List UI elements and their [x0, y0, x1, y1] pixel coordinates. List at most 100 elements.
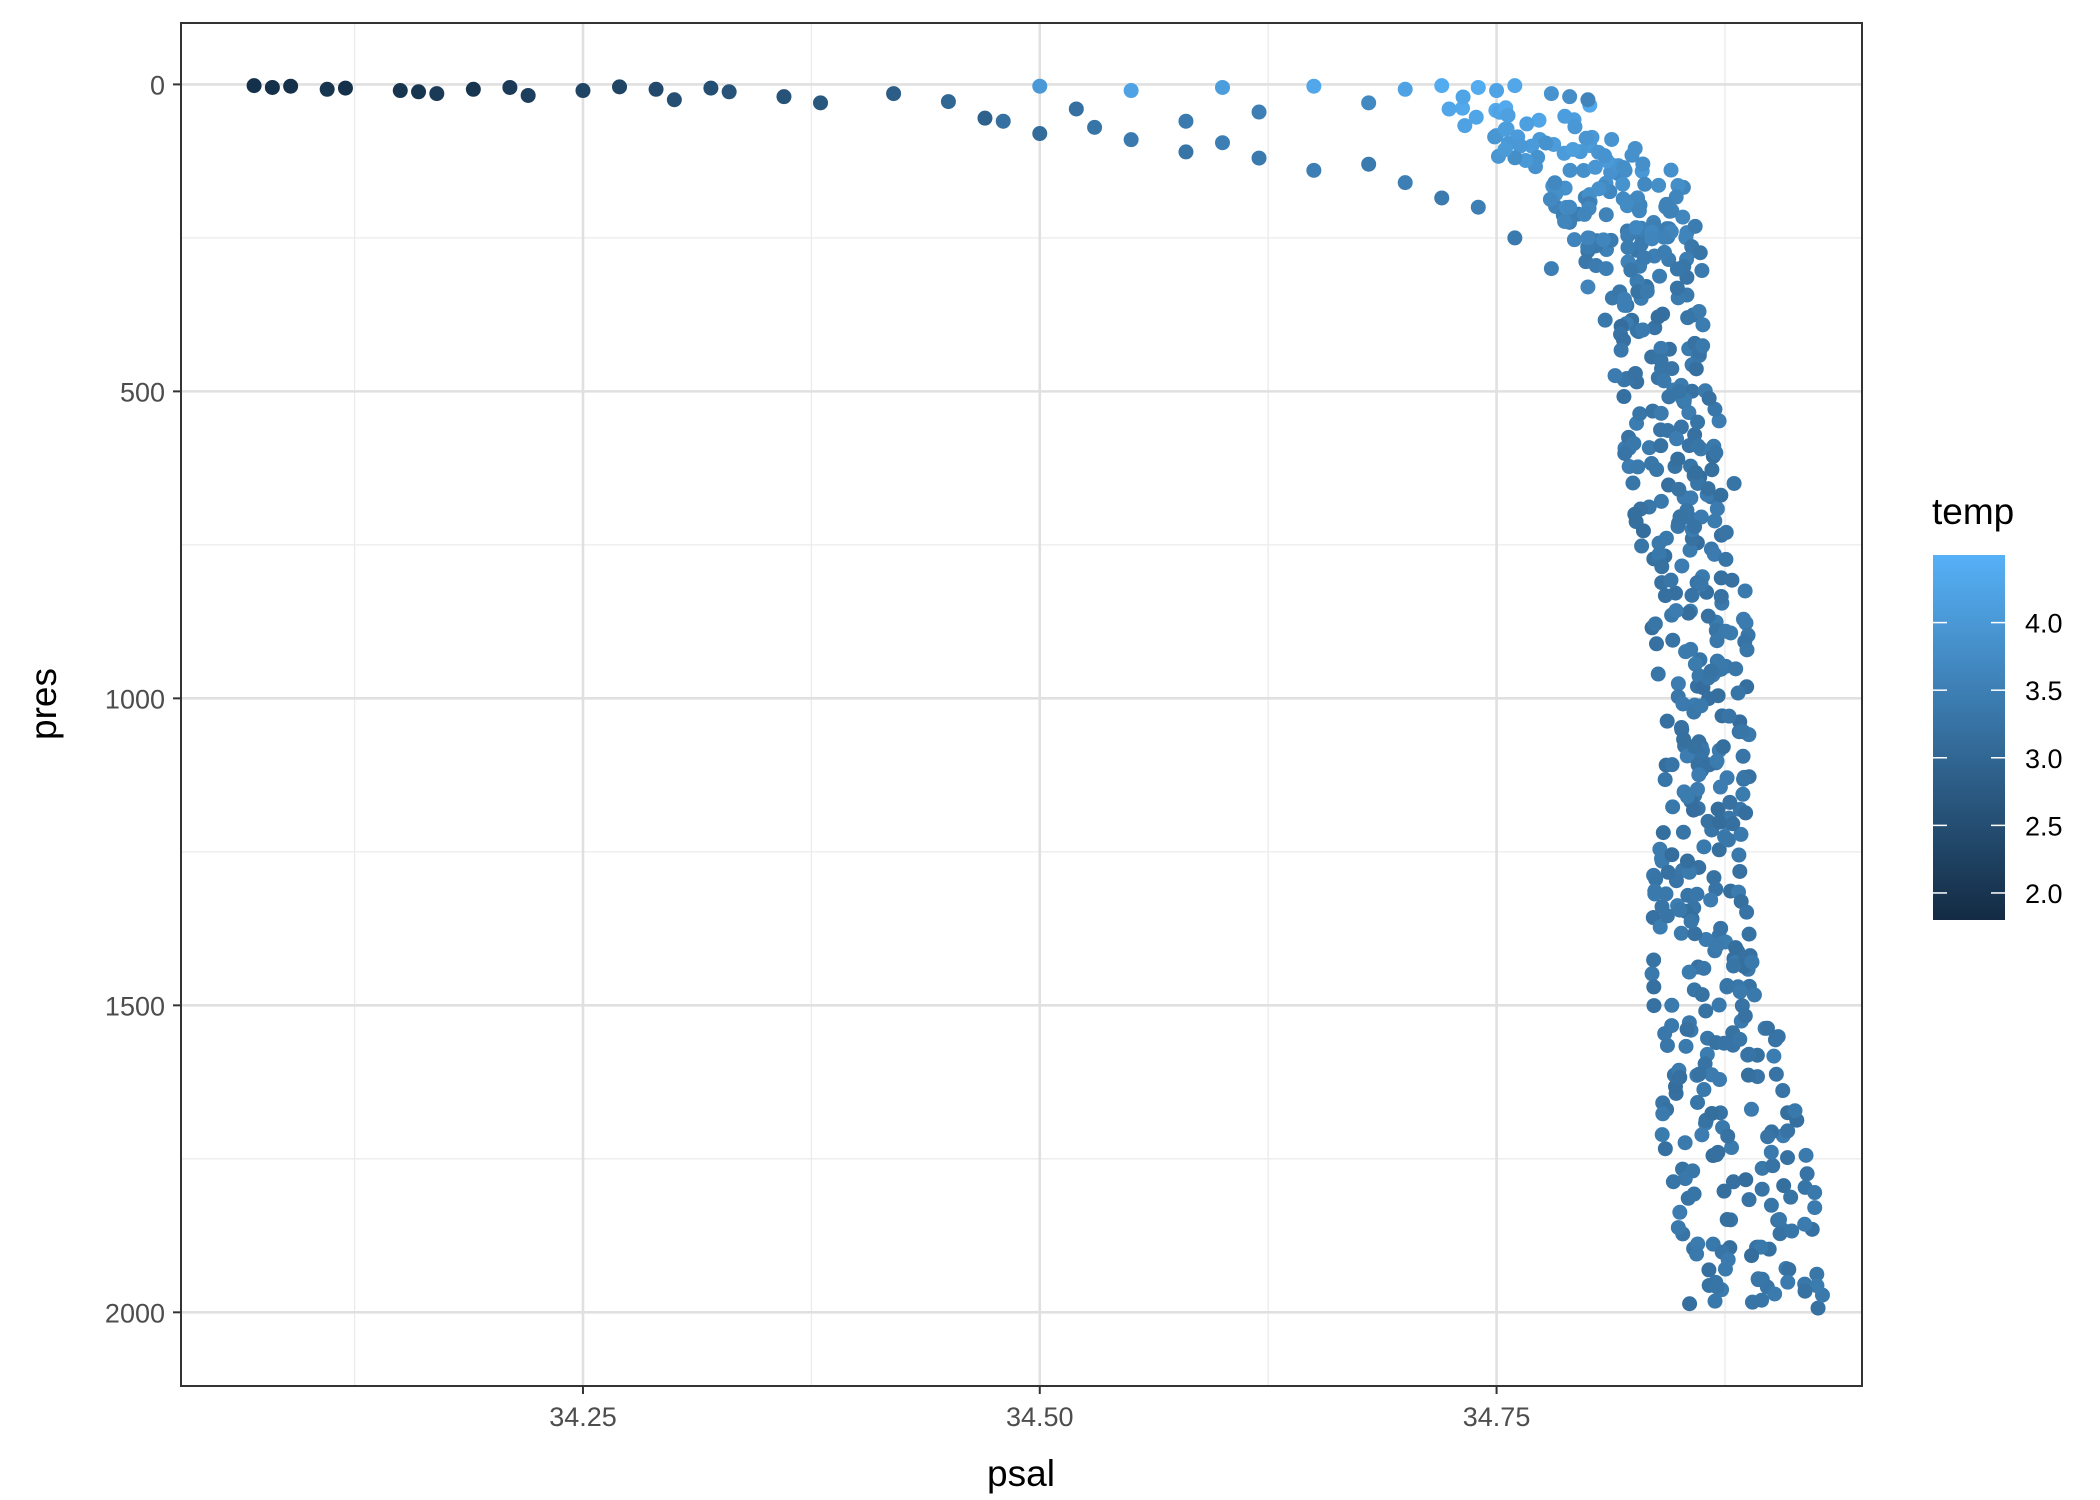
data-point [1735, 611, 1751, 627]
data-point [1576, 206, 1592, 222]
data-point [1768, 1066, 1784, 1082]
data-point [1306, 162, 1322, 178]
data-point [1519, 116, 1535, 132]
data-point [1669, 280, 1685, 296]
data-point [1487, 129, 1503, 145]
data-point [392, 83, 408, 99]
data-point [1087, 119, 1103, 135]
data-point [1626, 435, 1642, 451]
data-point [1580, 230, 1596, 246]
data-point [1651, 177, 1667, 193]
data-point [1630, 459, 1646, 475]
data-point [1741, 926, 1757, 942]
data-point [1644, 966, 1660, 982]
data-point [1725, 958, 1741, 974]
data-point [1709, 937, 1725, 953]
data-point [1653, 340, 1669, 356]
data-point [1598, 207, 1614, 223]
data-point [1707, 1293, 1723, 1309]
data-point [813, 95, 829, 111]
data-point [1032, 126, 1048, 142]
data-point [264, 79, 280, 95]
data-point [1677, 1171, 1693, 1187]
data-point [1657, 1141, 1673, 1157]
data-point [1680, 605, 1696, 621]
data-point [1722, 794, 1738, 810]
data-point [1809, 1278, 1825, 1294]
data-point [1732, 1031, 1748, 1047]
y-tick-label: 1500 [105, 991, 165, 1021]
legend-colorbar [1933, 555, 2005, 920]
data-point [1732, 863, 1748, 879]
data-point [1681, 864, 1697, 880]
data-point [1656, 229, 1672, 245]
data-point [1720, 1128, 1736, 1144]
data-point [1123, 83, 1139, 99]
data-point [1468, 109, 1484, 125]
data-point [1361, 156, 1377, 172]
data-point [1741, 1192, 1757, 1208]
data-point [1706, 546, 1722, 562]
data-point [1627, 365, 1643, 381]
data-point [1687, 519, 1703, 535]
data-point [1711, 997, 1727, 1013]
data-point [1597, 312, 1613, 328]
data-point [1455, 89, 1471, 105]
data-point [1591, 181, 1607, 197]
data-point [1676, 731, 1692, 747]
data-point [1696, 960, 1712, 976]
data-point [1656, 373, 1672, 389]
data-point [1690, 438, 1706, 454]
data-point [1648, 871, 1664, 887]
data-point [1709, 1279, 1725, 1295]
data-point [1214, 79, 1230, 95]
data-point [1635, 322, 1651, 338]
data-point [502, 79, 518, 95]
data-point [1780, 1274, 1796, 1290]
data-point [1689, 1246, 1705, 1262]
data-point [1707, 513, 1723, 529]
data-point [1597, 148, 1613, 164]
plot-panel [180, 22, 1863, 1387]
data-point [1698, 932, 1714, 948]
data-point [1619, 198, 1635, 214]
data-point [1557, 108, 1573, 124]
data-point [1677, 1135, 1693, 1151]
legend-tick-label: 3.5 [2025, 676, 2063, 706]
data-point [1538, 135, 1554, 151]
data-point [520, 87, 536, 103]
data-point [1763, 1197, 1779, 1213]
data-point [1716, 1183, 1732, 1199]
data-point [1664, 1018, 1680, 1034]
data-point [1620, 239, 1636, 255]
data-point [1636, 250, 1652, 266]
data-point [1678, 1038, 1694, 1054]
data-point [1709, 633, 1725, 649]
data-point [1694, 1127, 1710, 1143]
data-point [1470, 79, 1486, 95]
data-point [1713, 487, 1729, 503]
data-point [1656, 244, 1672, 260]
data-point [1576, 162, 1592, 178]
data-point [1687, 218, 1703, 234]
data-point [1681, 964, 1697, 980]
data-point [1654, 559, 1670, 575]
data-point [1306, 78, 1322, 94]
data-point [1810, 1300, 1826, 1316]
data-point [1670, 451, 1686, 467]
data-point [776, 89, 792, 105]
data-point [1694, 987, 1710, 1003]
data-point [1692, 245, 1708, 261]
data-point [1715, 739, 1731, 755]
data-point [1737, 1008, 1753, 1024]
data-point [1735, 786, 1751, 802]
data-point [1654, 899, 1670, 915]
data-point [1654, 1127, 1670, 1143]
data-point [1689, 886, 1705, 902]
data-point [1658, 886, 1674, 902]
x-axis-title: psal [987, 1453, 1055, 1494]
y-tick-label: 2000 [105, 1298, 165, 1328]
data-point [1655, 825, 1671, 841]
data-point [1712, 779, 1728, 795]
